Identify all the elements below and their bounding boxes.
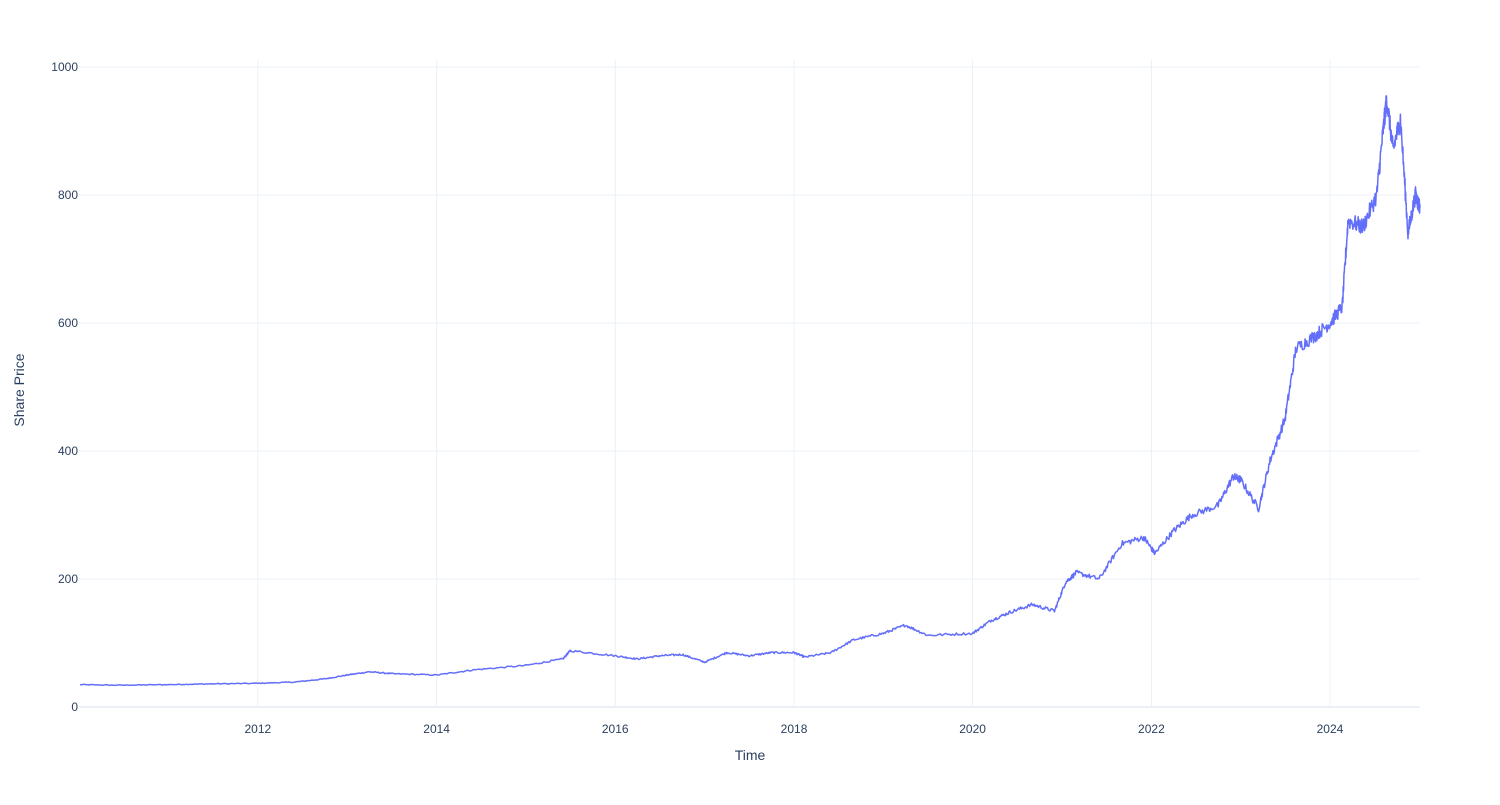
y-tick-label: 200	[58, 572, 78, 586]
y-axis-title: Share Price	[11, 353, 27, 426]
x-tick-label: 2024	[1317, 722, 1344, 736]
y-axis-ticks: 0 200 400 600 800 1000	[51, 60, 78, 714]
y-tick-label: 800	[58, 188, 78, 202]
x-tick-label: 2022	[1138, 722, 1165, 736]
series-line	[79, 95, 1421, 687]
y-tick-label: 0	[71, 700, 78, 714]
y-tick-label: 600	[58, 316, 78, 330]
x-axis-title: Time	[735, 747, 766, 763]
x-axis-ticks: 2012 2014 2016 2018 2020 2022 2024	[244, 722, 1343, 736]
x-tick-label: 2016	[602, 722, 629, 736]
x-tick-label: 2012	[244, 722, 271, 736]
y-tick-label: 1000	[51, 60, 78, 74]
y-tick-label: 400	[58, 444, 78, 458]
gridlines	[80, 60, 1420, 708]
x-tick-label: 2020	[959, 722, 986, 736]
x-tick-label: 2014	[423, 722, 450, 736]
x-tick-label: 2018	[781, 722, 808, 736]
